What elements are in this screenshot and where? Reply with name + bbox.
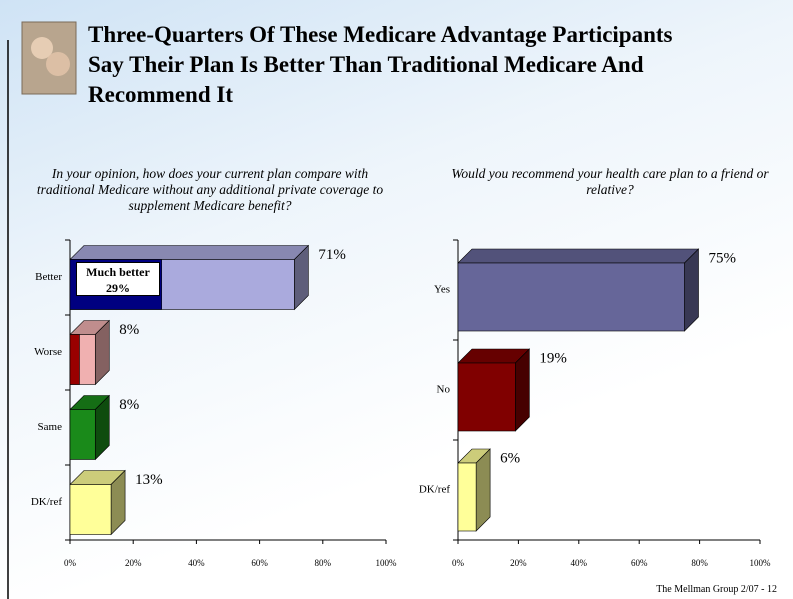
y-tick-label: DK/ref <box>419 484 450 496</box>
chart-title: Would you recommend your health care pla… <box>451 166 769 197</box>
title-line: Say Their Plan Is Better Than Traditiona… <box>88 52 644 77</box>
value-label: 8% <box>119 397 139 413</box>
bar <box>457 462 477 532</box>
bar <box>457 362 516 432</box>
value-label: 71% <box>318 247 346 263</box>
y-tick-label: No <box>437 384 451 396</box>
x-tick-label: 80% <box>315 558 332 568</box>
bar-top <box>69 245 310 260</box>
photo-face <box>46 52 70 76</box>
value-label: 8% <box>119 322 139 338</box>
x-tick-label: 60% <box>631 558 648 568</box>
bar-side <box>515 348 530 432</box>
footer: The Mellman Group 2/07 - 12 <box>656 584 777 595</box>
value-label: 13% <box>135 472 163 488</box>
bar-side <box>684 248 699 332</box>
y-tick-label: Better <box>35 271 62 283</box>
y-tick-label: Yes <box>434 284 450 296</box>
y-tick-label: Worse <box>34 346 62 358</box>
highlight-bar <box>69 334 80 385</box>
chart-title: In your opinion, how does your current p… <box>36 166 384 213</box>
x-tick-label: 0% <box>452 558 465 568</box>
slide-title: Three-Quarters Of These Medicare Advanta… <box>88 20 778 110</box>
value-label: 19% <box>539 350 567 366</box>
y-tick-label: Same <box>38 421 63 433</box>
value-label: 6% <box>500 450 520 466</box>
x-tick-label: 20% <box>125 558 142 568</box>
x-tick-label: 100% <box>376 558 398 568</box>
x-tick-label: 100% <box>750 558 772 568</box>
x-tick-label: 60% <box>251 558 268 568</box>
photo-face <box>31 37 53 59</box>
bar <box>69 484 112 535</box>
x-tick-label: 0% <box>64 558 77 568</box>
value-label: 75% <box>709 250 737 266</box>
title-line: Three-Quarters Of These Medicare Advanta… <box>88 22 673 47</box>
highlight-name: Much better <box>86 265 150 279</box>
title-line: Recommend It <box>88 82 233 107</box>
highlight-label-box: Much better 29% <box>76 262 160 296</box>
highlight-value-label: 29% <box>106 281 130 295</box>
y-tick-label: DK/ref <box>31 496 62 508</box>
x-tick-label: 40% <box>188 558 205 568</box>
bar <box>69 409 96 460</box>
bar-side <box>475 448 491 532</box>
bar <box>457 262 685 332</box>
x-tick-label: 20% <box>510 558 527 568</box>
x-tick-label: 80% <box>691 558 708 568</box>
x-tick-label: 40% <box>571 558 588 568</box>
bar-top <box>457 248 700 264</box>
